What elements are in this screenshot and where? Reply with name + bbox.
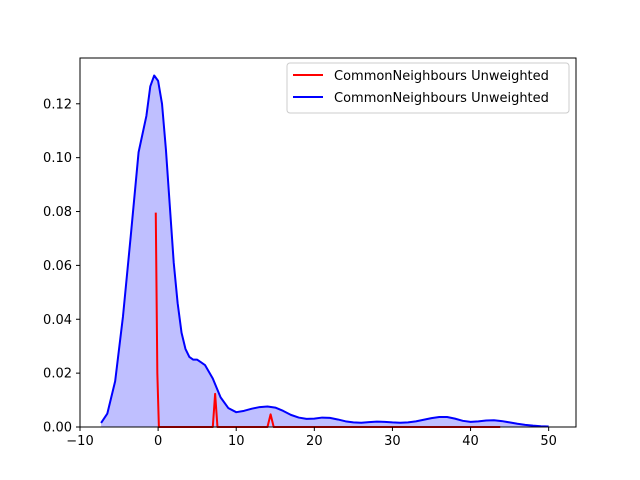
y-tick-label: 0.02 [43, 367, 72, 382]
series-line-0 [154, 212, 501, 428]
legend-label-blue: CommonNeighbours Unweighted [334, 91, 549, 106]
axis-ticks: −10 0 10 20 30 40 50 0.00 0.02 0.04 0.06 0.08 0.10 0.… [43, 97, 557, 449]
series-fill-1 [101, 75, 549, 427]
x-tick-label: 30 [384, 434, 401, 449]
x-tick-label: 20 [306, 434, 323, 449]
legend-label-red: CommonNeighbours Unweighted [334, 69, 549, 84]
x-tick-label: −10 [66, 434, 93, 449]
y-tick-label: 0.08 [43, 205, 72, 220]
x-tick-label: 0 [154, 434, 162, 449]
y-tick-label: 0.10 [43, 151, 72, 166]
y-tick-label: 0.12 [43, 97, 72, 112]
y-tick-label: 0.00 [43, 421, 72, 436]
series-line-1 [100, 74, 549, 428]
x-tick-label: 50 [540, 434, 557, 449]
x-tick-label: 10 [228, 434, 245, 449]
plot-area [100, 74, 549, 428]
y-tick-label: 0.04 [43, 313, 72, 328]
y-tick-label: 0.06 [43, 259, 72, 274]
x-tick-label: 40 [462, 434, 479, 449]
axes-frame [79, 57, 577, 428]
legend-box [286, 62, 570, 114]
legend: CommonNeighbours Unweighted CommonNeighb… [286, 62, 570, 114]
